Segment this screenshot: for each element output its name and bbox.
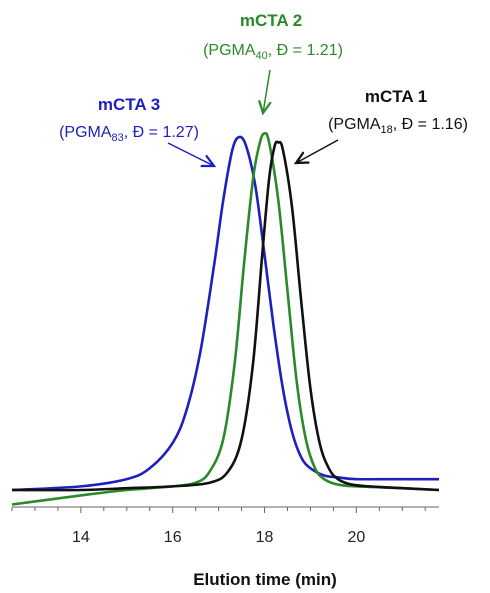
annotation-mcta1-sub-prefix: (PGMA	[328, 116, 381, 133]
x-tick-label: 18	[256, 529, 274, 546]
series-layer	[11, 131, 440, 506]
annotation-mcta2-title: mCTA 2	[240, 11, 302, 30]
x-axis-label: Elution time (min)	[193, 570, 337, 589]
annotation-mcta1-sub-subscript: 18	[381, 124, 393, 136]
annotation-mcta2-sub-subscript: 40	[256, 50, 268, 62]
annotation-mcta3-arrow	[167, 142, 214, 166]
annotation-mcta1-sub-suffix: , Đ = 1.16)	[393, 116, 468, 133]
x-ticks: 14 16 18 20	[11, 507, 426, 546]
annotation-mcta1-title: mCTA 1	[365, 87, 427, 106]
annotation-mcta1-arrow	[296, 139, 339, 163]
annotation-mcta3-sub-subscript: 83	[112, 132, 124, 144]
annotation-mcta2-arrow	[263, 69, 270, 113]
annotation-mcta1-sub: (PGMA18, Đ = 1.16)	[328, 116, 468, 136]
annotation-mcta3-sub-prefix: (PGMA	[59, 124, 112, 141]
annotation-mcta3-title: mCTA 3	[98, 95, 160, 114]
annotation-mcta3-sub-suffix: , Đ = 1.27)	[124, 124, 199, 141]
annotation-mcta3: mCTA 3 (PGMA83, Đ = 1.27)	[59, 95, 214, 166]
annotation-mcta2: mCTA 2 (PGMA40, Đ = 1.21)	[203, 11, 343, 113]
annotation-mcta2-sub-prefix: (PGMA	[203, 42, 256, 59]
x-tick-label: 16	[164, 529, 182, 546]
x-tick-label: 14	[72, 529, 90, 546]
x-tick-label: 20	[347, 529, 365, 546]
series-line-mcta3	[11, 135, 440, 492]
annotation-mcta3-sub: (PGMA83, Đ = 1.27)	[59, 124, 199, 144]
annotation-mcta2-sub: (PGMA40, Đ = 1.21)	[203, 42, 343, 62]
annotation-mcta1: mCTA 1 (PGMA18, Đ = 1.16)	[296, 87, 468, 163]
annotation-mcta2-sub-suffix: , Đ = 1.21)	[268, 42, 343, 59]
series-line-mcta1	[11, 140, 440, 492]
